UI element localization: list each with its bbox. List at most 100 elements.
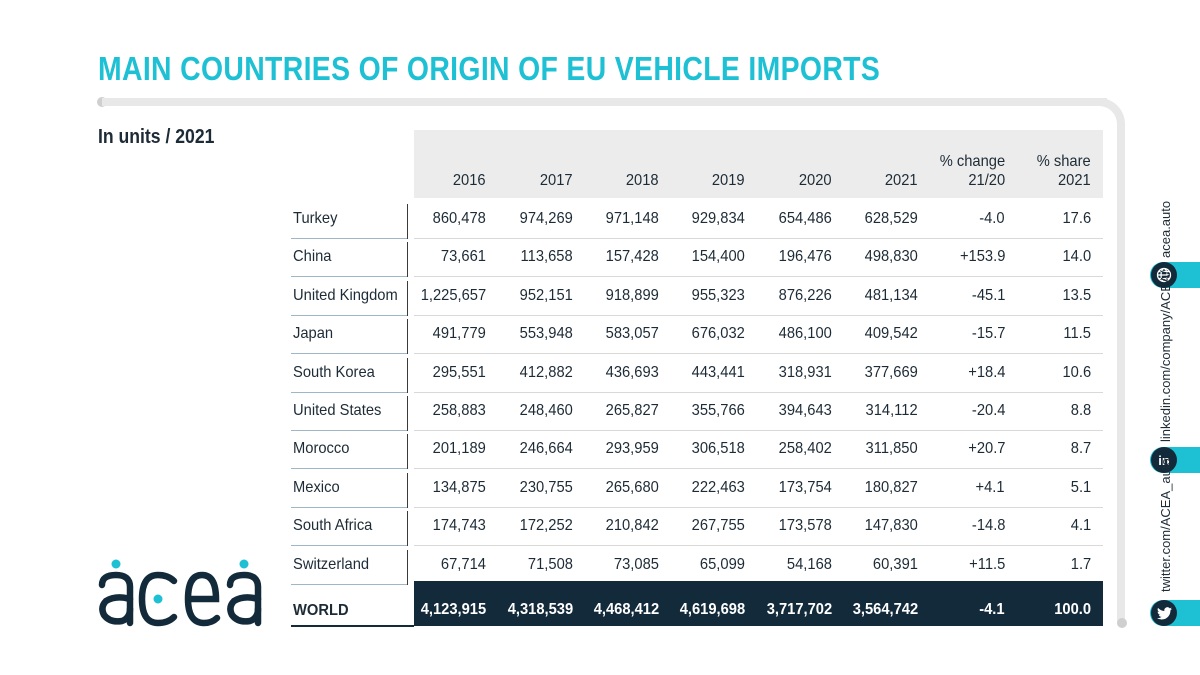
table-cell: 173,754 xyxy=(778,478,832,496)
table-cell: 54,168 xyxy=(786,555,832,573)
table-cell: 918,899 xyxy=(605,286,659,304)
table-cell: 65,099 xyxy=(699,555,745,573)
table-cell: 412,882 xyxy=(519,363,573,381)
table-cell: 654,486 xyxy=(778,210,832,227)
table-cell: 60,391 xyxy=(872,555,918,573)
country-name: United States xyxy=(293,402,382,419)
column-header: 2017 xyxy=(540,172,573,189)
table-cell: +20.7 xyxy=(967,440,1005,458)
table-cell: 929,834 xyxy=(691,210,745,227)
twitter-icon[interactable] xyxy=(1151,600,1177,626)
column-header: % share 2021 xyxy=(1036,153,1091,189)
table-cell: 498,830 xyxy=(864,248,918,266)
table-cell: 318,931 xyxy=(778,363,832,381)
table-cell: 5.1 xyxy=(1070,478,1091,496)
row-divider-vertical xyxy=(407,396,408,431)
table-cell: 13.5 xyxy=(1062,286,1091,304)
row-divider-vertical xyxy=(407,472,408,508)
table-cell: 876,226 xyxy=(778,286,832,304)
country-name: Japan xyxy=(293,325,334,343)
total-row-background xyxy=(414,581,1103,626)
row-underline xyxy=(291,468,407,470)
total-cell: 3,564,742 xyxy=(852,601,918,618)
row-underline xyxy=(291,583,407,585)
column-header: % change 21/20 xyxy=(939,153,1005,189)
table-cell: 267,755 xyxy=(691,517,745,535)
table-cell: 8.7 xyxy=(1070,440,1091,458)
row-underline xyxy=(291,314,407,316)
table-cell: 201,189 xyxy=(432,440,486,458)
linkedin-icon[interactable]: in xyxy=(1151,447,1177,473)
country-name: Switzerland xyxy=(293,555,370,573)
table-cell: 258,402 xyxy=(778,440,832,458)
row-divider-vertical xyxy=(407,549,408,585)
twitter-link[interactable]: twitter.com/ACEA_auto xyxy=(1158,458,1173,592)
total-row-underline xyxy=(291,625,414,627)
table-cell: 355,766 xyxy=(691,402,745,419)
table-cell: 311,850 xyxy=(865,440,918,458)
table-cell: 377,669 xyxy=(864,363,918,381)
table-cell: -45.1 xyxy=(971,286,1005,304)
table-cell: 974,269 xyxy=(519,210,573,227)
country-name: Mexico xyxy=(293,478,340,496)
table-cell: 172,252 xyxy=(519,517,573,535)
row-underline xyxy=(291,276,407,278)
row-underline xyxy=(291,430,407,431)
table-cell: 553,948 xyxy=(519,325,573,343)
table-cell: 306,518 xyxy=(691,440,745,458)
table-cell: 210,842 xyxy=(605,517,659,535)
frame-right-line xyxy=(1099,98,1125,623)
table-cell: 628,529 xyxy=(864,210,918,227)
row-gridline xyxy=(414,353,1103,355)
row-gridline xyxy=(414,391,1103,393)
total-cell: 4,318,539 xyxy=(507,601,573,618)
table-cell: 265,680 xyxy=(605,478,659,496)
country-name: China xyxy=(293,248,332,266)
column-header: 2018 xyxy=(626,172,659,189)
table-header-background xyxy=(414,130,1103,198)
table-cell: 394,643 xyxy=(778,402,832,419)
table-cell: 248,460 xyxy=(519,402,573,419)
row-underline xyxy=(291,353,407,355)
table-cell: 134,875 xyxy=(432,478,486,496)
column-header: 2019 xyxy=(712,172,745,189)
table-cell: 73,085 xyxy=(613,555,659,573)
country-name: Morocco xyxy=(293,440,350,458)
total-cell: 4,123,915 xyxy=(420,601,486,618)
table-cell: 10.6 xyxy=(1062,363,1091,381)
row-gridline xyxy=(414,276,1103,278)
table-cell: 147,830 xyxy=(864,517,918,535)
row-divider-vertical xyxy=(407,434,408,470)
table-cell: 71,508 xyxy=(527,555,573,573)
table-cell: 180,827 xyxy=(864,478,918,496)
row-divider-vertical xyxy=(407,204,408,239)
table-cell: 860,478 xyxy=(432,210,486,227)
row-underline xyxy=(291,545,407,547)
row-divider-vertical xyxy=(407,319,408,355)
table-cell: 73,661 xyxy=(440,248,486,266)
linkedin-link[interactable]: linkedin.com/company/ACEA/ xyxy=(1158,270,1173,442)
row-divider-vertical xyxy=(407,280,408,316)
table-cell: 4.1 xyxy=(1070,517,1091,535)
total-cell: 4,468,412 xyxy=(593,601,659,618)
table-cell: 295,551 xyxy=(432,363,486,381)
table-cell: 676,032 xyxy=(691,325,745,343)
total-cell: 4,619,698 xyxy=(679,601,745,618)
table-cell: -14.8 xyxy=(971,517,1005,535)
globe-icon[interactable] xyxy=(1151,262,1177,288)
row-divider-vertical xyxy=(407,242,408,278)
total-cell: 100.0 xyxy=(1054,601,1091,618)
table-cell: -20.4 xyxy=(971,402,1005,419)
country-name: South Africa xyxy=(293,517,373,535)
website-link[interactable]: acea.auto xyxy=(1158,200,1173,258)
table-cell: 196,476 xyxy=(778,248,832,266)
table-cell: 14.0 xyxy=(1062,248,1091,266)
page-title: MAIN COUNTRIES OF ORIGIN OF EU VEHICLE I… xyxy=(98,50,881,87)
table-cell: 955,323 xyxy=(691,286,745,304)
table-cell: 17.6 xyxy=(1062,210,1091,227)
table-cell: 952,151 xyxy=(519,286,573,304)
table-cell: 246,664 xyxy=(519,440,573,458)
table-cell: 174,743 xyxy=(432,517,486,535)
row-gridline xyxy=(414,238,1103,239)
column-header: 2016 xyxy=(453,172,486,189)
